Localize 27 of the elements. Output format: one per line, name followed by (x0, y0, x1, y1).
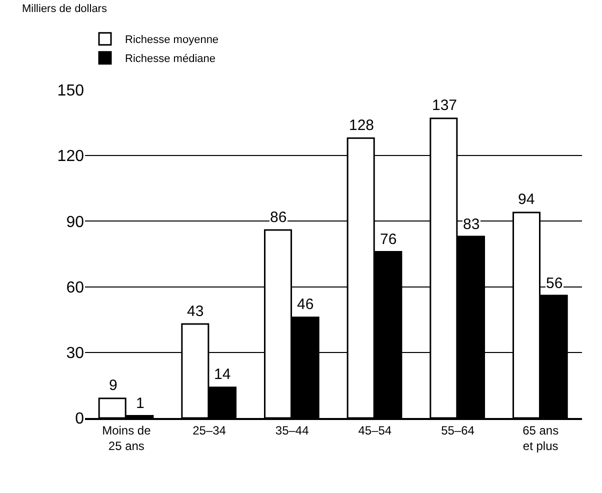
y-tick-label: 150 (57, 82, 84, 100)
data-label: 76 (380, 231, 397, 248)
data-label: 43 (187, 303, 204, 320)
y-tick-label: 0 (75, 410, 84, 428)
x-tick-label: Moins de 25 ans (102, 423, 152, 453)
data-label: 9 (109, 377, 118, 394)
y-tick-label: 90 (66, 214, 84, 231)
x-tick-label: 35–44 (275, 423, 310, 438)
x-tick-label: 25–34 (192, 423, 226, 438)
x-tick-label: 65 ans et plus (522, 423, 559, 453)
y-tick-label: 30 (66, 345, 84, 362)
data-label: 94 (518, 191, 535, 208)
data-label: 83 (463, 216, 480, 233)
data-label: 137 (432, 97, 458, 114)
y-tick-label: 120 (57, 148, 84, 166)
x-tick-label: 55–64 (441, 423, 475, 438)
text: Milliers de dollars (22, 3, 108, 15)
y-tick-label: 60 (66, 279, 84, 296)
data-label: 86 (270, 209, 287, 226)
data-label: 1 (136, 395, 144, 412)
x-tick-label: 45–54 (358, 423, 392, 438)
legend-label: Richesse moyenne (125, 34, 219, 46)
legend-label: Richesse médiane (125, 53, 216, 66)
data-label: 56 (546, 275, 563, 292)
data-label: 128 (349, 117, 374, 134)
data-label: 14 (214, 366, 231, 383)
data-label: 46 (297, 296, 314, 313)
